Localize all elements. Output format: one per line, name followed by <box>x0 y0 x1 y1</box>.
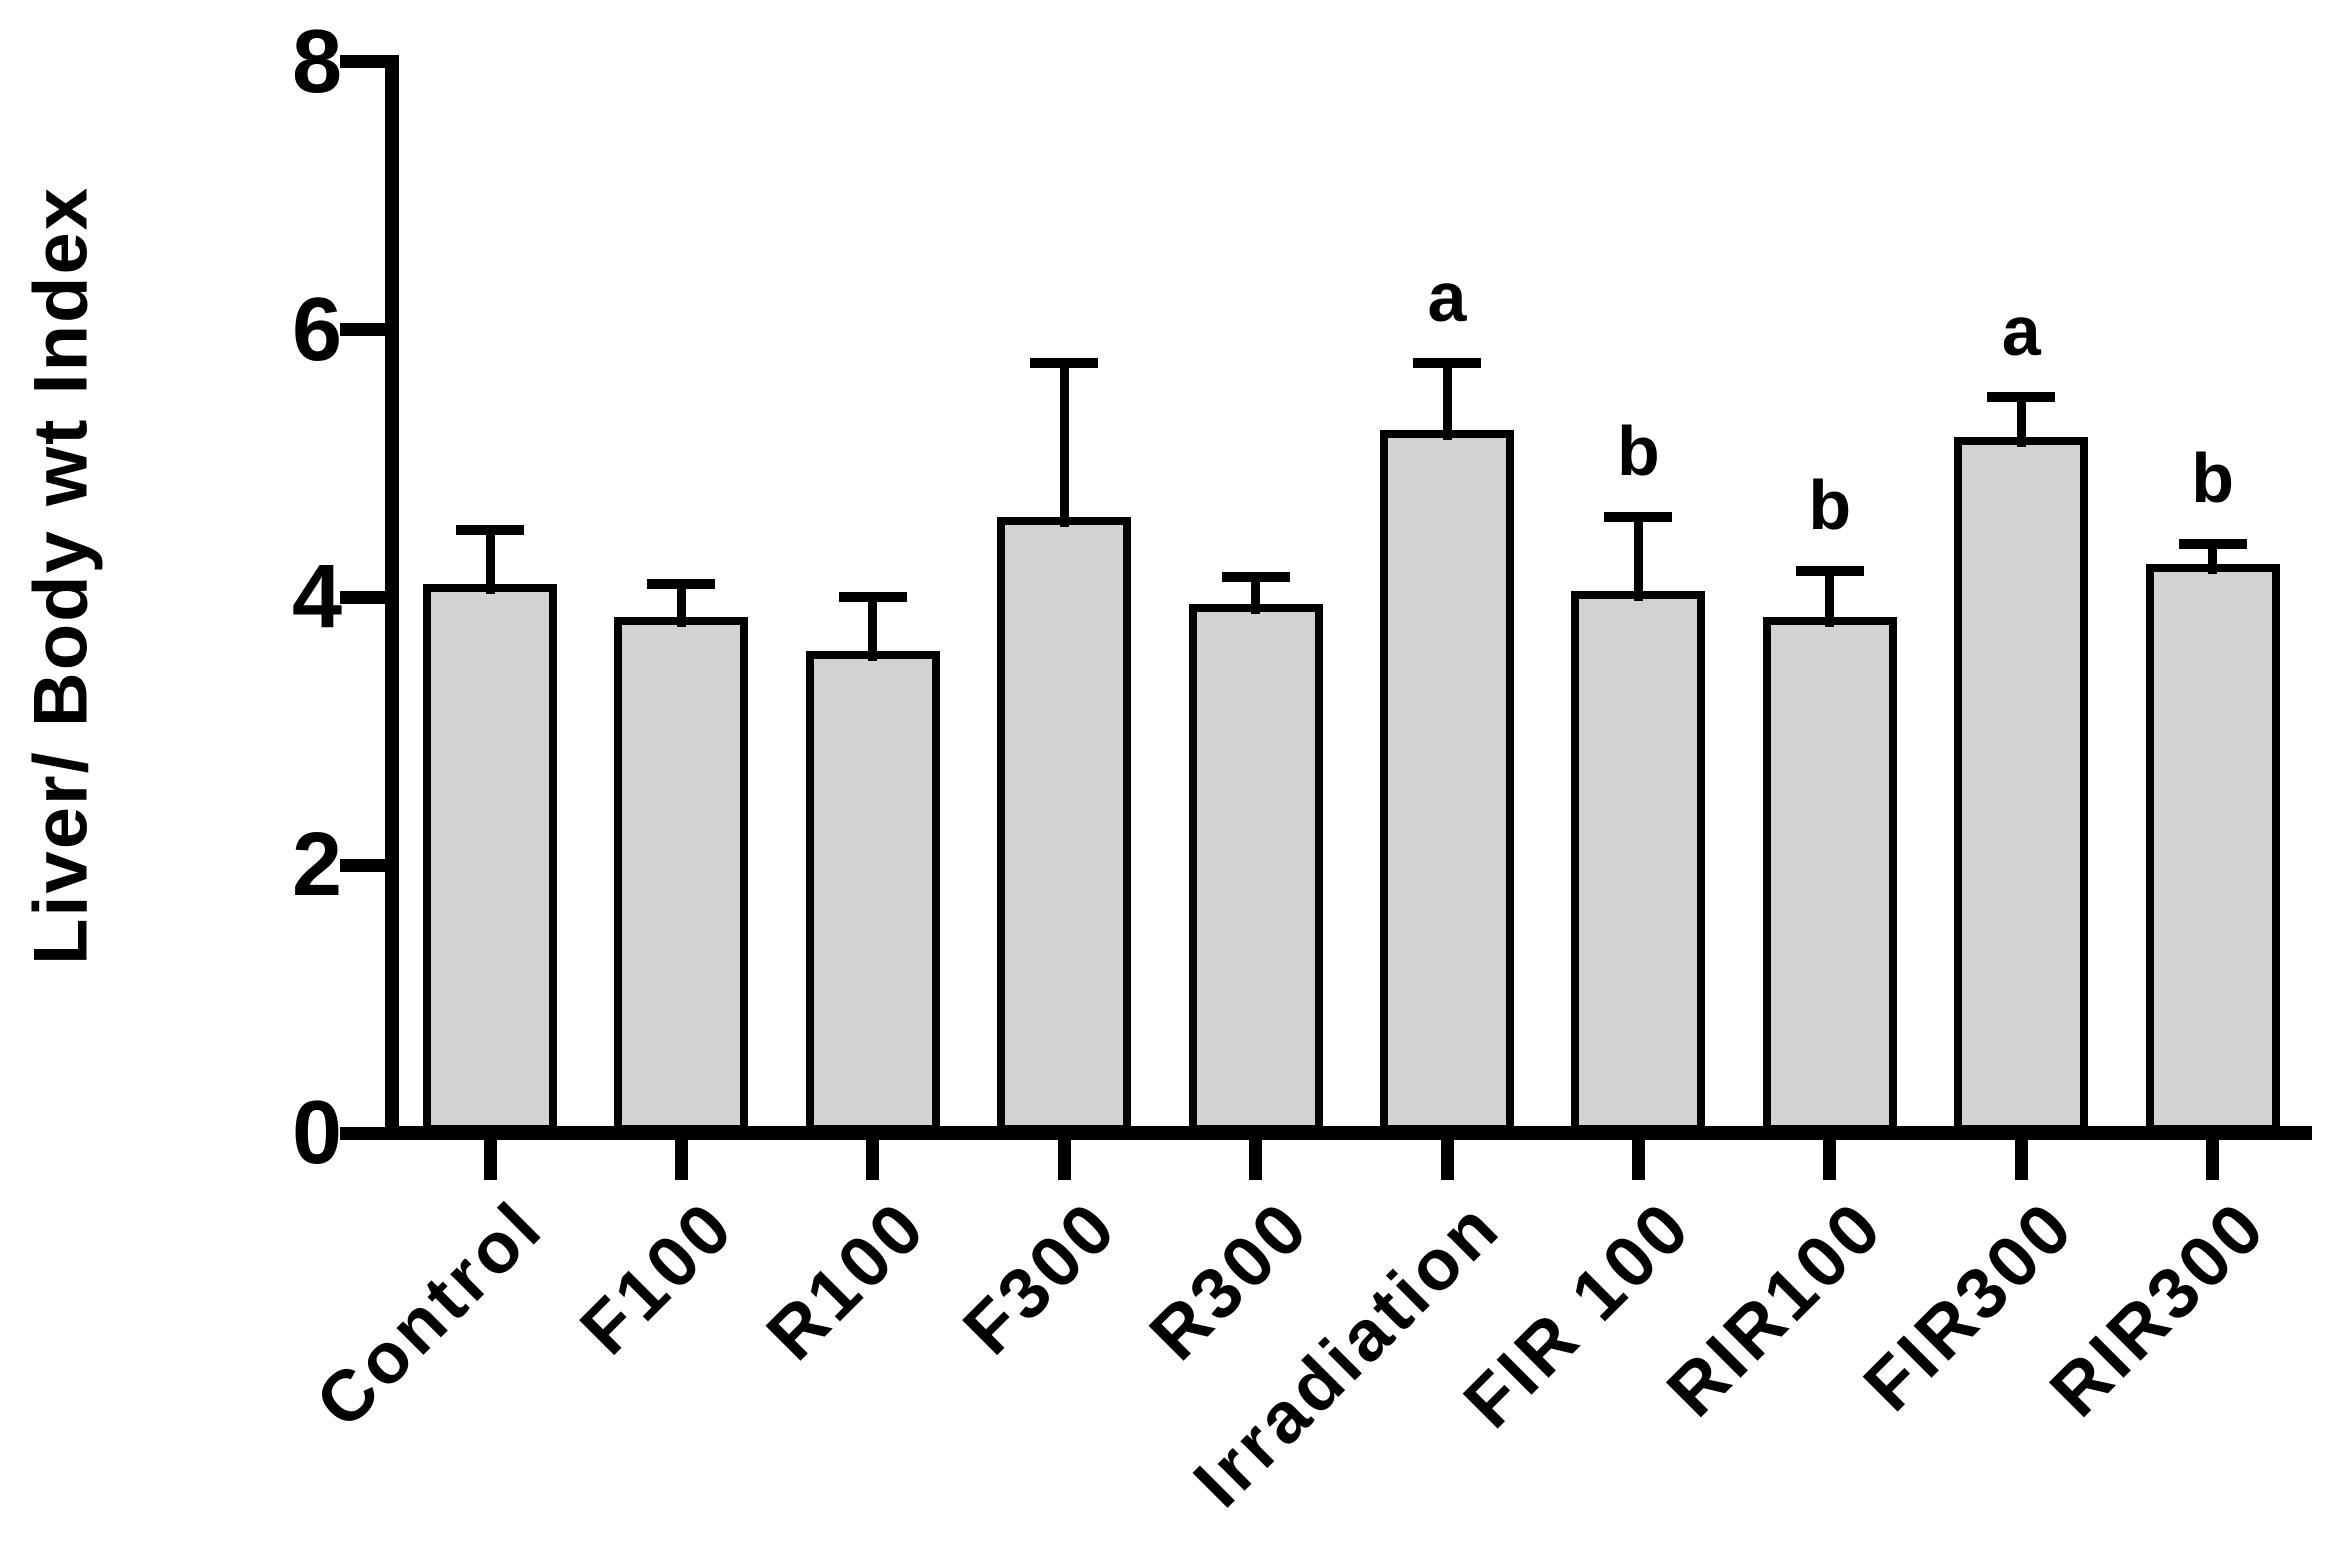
bar-irradiation <box>1380 430 1514 1133</box>
x-tick-fir-100 <box>1631 1140 1645 1180</box>
bar-control <box>423 584 557 1133</box>
y-tick-label-0: 0 <box>291 1083 342 1183</box>
error-bar-stem-control <box>485 525 495 594</box>
bar-rir300 <box>2145 563 2280 1133</box>
y-tick-label-4: 4 <box>291 547 342 648</box>
sig-letter-fir300: a <box>2001 291 2041 370</box>
bar-rir100 <box>1762 617 1897 1133</box>
error-bar-cap-irradiation <box>1413 358 1481 369</box>
error-bar-cap-rir100 <box>1795 565 1864 576</box>
bar-fir300 <box>1954 436 2089 1133</box>
sig-letter-rir300: b <box>2191 438 2234 517</box>
error-bar-stem-f100 <box>676 579 686 628</box>
error-bar-cap-f100 <box>647 579 716 589</box>
y-tick-4 <box>340 590 393 604</box>
y-tick-label-6: 6 <box>291 279 342 380</box>
error-bar-cap-control <box>456 525 524 536</box>
x-tick-f300 <box>1057 1140 1071 1180</box>
y-axis-title: Liver/ Body wt Index <box>18 185 104 966</box>
x-tick-rir100 <box>1823 1140 1837 1180</box>
x-axis-line <box>385 1126 2312 1140</box>
error-bar-cap-r100 <box>838 592 907 603</box>
error-bar-stem-rir100 <box>1825 565 1835 628</box>
sig-letter-rir100: b <box>1808 465 1852 544</box>
sig-letter-fir-100: b <box>1617 412 1660 491</box>
x-tick-r100 <box>866 1140 880 1180</box>
bar-r300 <box>1188 604 1323 1133</box>
error-bar-cap-fir-100 <box>1604 512 1673 523</box>
error-bar-cap-f300 <box>1030 358 1099 369</box>
error-bar-stem-rir300 <box>2208 538 2218 574</box>
error-bar-cap-rir300 <box>2178 538 2247 549</box>
error-bar-stem-r100 <box>868 592 878 661</box>
y-tick-8 <box>340 55 393 69</box>
y-tick-label-8: 8 <box>291 11 342 112</box>
error-bar-cap-r300 <box>1221 572 1290 583</box>
x-tick-irradiation <box>1440 1140 1454 1180</box>
y-tick-0 <box>340 1126 393 1140</box>
y-tick-2 <box>340 858 393 872</box>
y-tick-label-2: 2 <box>291 815 342 916</box>
x-tick-rir300 <box>2206 1140 2220 1180</box>
error-bar-stem-fir-100 <box>1633 512 1643 601</box>
x-tick-f100 <box>674 1140 688 1180</box>
y-tick-6 <box>340 323 393 337</box>
x-tick-r300 <box>1249 1140 1263 1180</box>
bar-r100 <box>805 650 940 1133</box>
error-bar-stem-f300 <box>1059 358 1069 528</box>
sig-letter-irradiation: a <box>1427 258 1467 337</box>
error-bar-stem-fir300 <box>2016 391 2026 447</box>
x-tick-control <box>483 1140 497 1180</box>
bar-f300 <box>997 517 1132 1133</box>
bar-fir-100 <box>1571 590 1706 1133</box>
error-bar-stem-irradiation <box>1442 358 1452 440</box>
error-bar-stem-r300 <box>1251 572 1261 615</box>
x-tick-fir300 <box>2014 1140 2028 1180</box>
y-axis-line <box>385 55 399 1140</box>
bar-f100 <box>614 617 749 1133</box>
error-bar-cap-fir300 <box>1987 391 2056 402</box>
